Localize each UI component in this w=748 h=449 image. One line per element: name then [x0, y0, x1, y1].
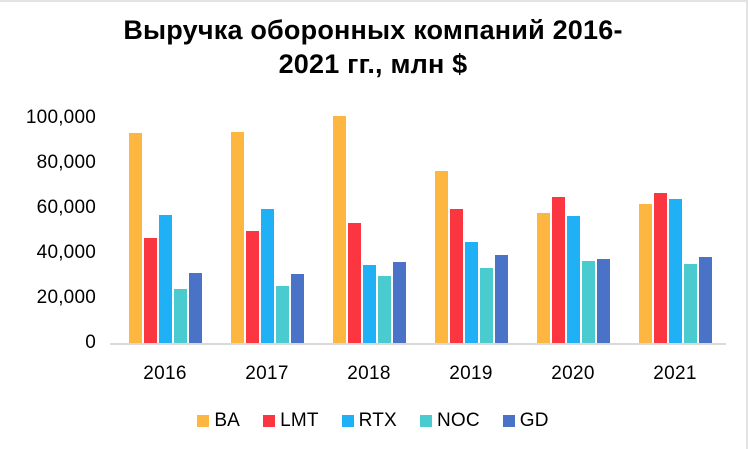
legend-label-NOC: NOC — [436, 410, 480, 431]
legend-item-LMT: LMT — [263, 410, 319, 432]
legend-label-RTX: RTX — [358, 410, 397, 431]
bar-RTX-2016 — [158, 214, 172, 344]
bar-LMT-2018 — [347, 222, 361, 344]
legend-swatch-NOC — [419, 415, 432, 427]
bar-GD-2017 — [290, 274, 304, 344]
legend-item-RTX: RTX — [341, 410, 397, 432]
x-axis-label-2020: 2020 — [551, 363, 595, 384]
x-axis-label-2016: 2016 — [143, 363, 187, 384]
bar-BA-2018 — [332, 116, 346, 344]
plot-area — [114, 2, 726, 344]
legend-item-BA: BA — [197, 410, 240, 432]
bar-group-2016 — [114, 133, 216, 344]
legend-swatch-GD — [502, 415, 515, 427]
bar-group-2021 — [624, 192, 726, 344]
bar-NOC-2016 — [173, 288, 187, 344]
bar-NOC-2021 — [683, 263, 697, 344]
legend-swatch-LMT — [263, 415, 276, 427]
bar-LMT-2016 — [143, 237, 157, 344]
bar-NOC-2019 — [479, 267, 493, 344]
y-tick-label-60,000: 60,000 — [36, 196, 96, 218]
x-axis-label-2019: 2019 — [449, 363, 493, 384]
bar-group-2017 — [216, 132, 318, 344]
bar-GD-2020 — [596, 258, 610, 344]
bar-group-2018 — [318, 116, 420, 344]
y-tick-label-20,000: 20,000 — [36, 286, 96, 308]
legend-item-NOC: NOC — [419, 410, 480, 432]
x-axis-label-2017: 2017 — [245, 363, 289, 384]
legend-swatch-BA — [197, 415, 210, 427]
bar-GD-2016 — [188, 273, 202, 344]
legend-label-BA: BA — [214, 410, 241, 431]
x-axis-line — [110, 343, 726, 345]
bar-BA-2021 — [638, 203, 652, 344]
chart-title-line2: 2021 гг., млн $ — [278, 49, 468, 79]
bar-BA-2020 — [536, 212, 550, 344]
bar-NOC-2018 — [377, 276, 391, 344]
y-tick-label-0: 0 — [85, 332, 96, 353]
bar-GD-2021 — [698, 257, 712, 344]
chart-title: Выручка оборонных компаний 2016- 2021 гг… — [0, 13, 746, 81]
bar-NOC-2017 — [275, 285, 289, 344]
bar-BA-2017 — [230, 132, 244, 344]
bar-GD-2019 — [494, 255, 508, 344]
legend-item-GD: GD — [502, 410, 549, 432]
bar-LMT-2021 — [653, 192, 667, 344]
legend-label-GD: GD — [519, 410, 549, 431]
x-axis-label-2018: 2018 — [347, 363, 391, 384]
bar-LMT-2020 — [551, 196, 565, 344]
y-tick-label-100,000: 100,000 — [25, 106, 96, 128]
bar-BA-2019 — [434, 171, 448, 344]
bar-RTX-2019 — [464, 241, 478, 344]
bar-RTX-2017 — [260, 209, 274, 344]
legend-swatch-RTX — [341, 415, 354, 427]
bar-group-2019 — [420, 171, 522, 344]
bar-LMT-2017 — [245, 231, 259, 344]
legend: BA LMT RTX NOC GD — [0, 410, 746, 432]
bar-NOC-2020 — [581, 261, 595, 344]
bar-RTX-2021 — [668, 198, 682, 344]
x-axis-label-2021: 2021 — [653, 363, 697, 384]
bar-RTX-2018 — [362, 265, 376, 344]
y-tick-label-80,000: 80,000 — [36, 151, 96, 173]
y-tick-label-40,000: 40,000 — [36, 241, 96, 263]
chart-title-line1: Выручка оборонных компаний 2016- — [123, 15, 623, 45]
bar-RTX-2020 — [566, 216, 580, 344]
bar-BA-2016 — [128, 133, 142, 344]
bar-group-2020 — [522, 196, 624, 344]
bar-GD-2018 — [392, 262, 406, 344]
x-axis-labels: 2016 2017 2018 2019 2020 2021 — [114, 363, 726, 385]
legend-label-LMT: LMT — [280, 410, 319, 431]
bar-LMT-2019 — [449, 209, 463, 344]
